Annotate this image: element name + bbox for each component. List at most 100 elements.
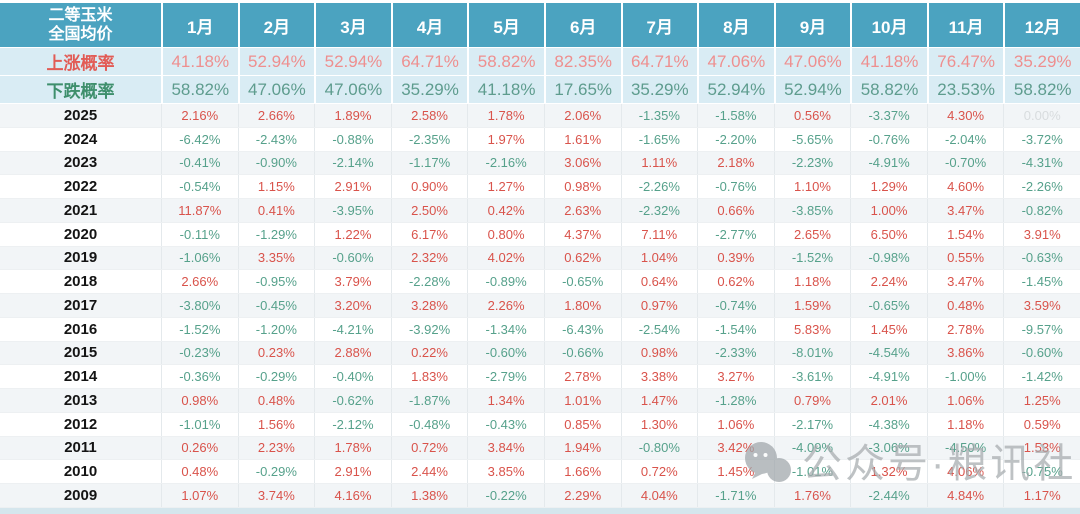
rise-probability-cell: 64.71% bbox=[392, 48, 468, 75]
month-header-cell: 1月 bbox=[163, 3, 238, 47]
fall-probability-cell: 35.29% bbox=[622, 76, 698, 103]
rise-probability-label: 上涨概率 bbox=[0, 48, 161, 75]
value-cell: 1.22% bbox=[314, 222, 391, 246]
rise-probability-cell: 52.94% bbox=[316, 48, 391, 75]
value-cell: -3.95% bbox=[314, 199, 391, 222]
rise-probability-cell: 47.06% bbox=[699, 48, 774, 75]
value-cell: 3.06% bbox=[543, 151, 621, 175]
value-cell: -2.04% bbox=[926, 127, 1004, 151]
value-cell: 1.10% bbox=[773, 175, 851, 198]
value-cell: -1.35% bbox=[620, 104, 698, 127]
value-cell: 0.48% bbox=[926, 294, 1004, 317]
value-cell: 0.41% bbox=[237, 199, 315, 222]
value-cell: -2.16% bbox=[467, 151, 544, 175]
value-cell: 2.78% bbox=[543, 365, 621, 388]
value-cell: 0.39% bbox=[697, 246, 774, 270]
value-cell: 2.91% bbox=[314, 460, 391, 483]
value-cell: -8.01% bbox=[773, 341, 851, 365]
value-cell: -0.45% bbox=[237, 294, 315, 317]
year-label: 2009 bbox=[0, 484, 161, 507]
value-cell: -0.60% bbox=[314, 246, 391, 270]
value-cell: 1.45% bbox=[850, 317, 927, 341]
table-row: 2021 11.87% 0.41% -3.95% 2.50% 0.42% 2.63% -2.3… bbox=[0, 199, 1080, 223]
value-cell: 4.37% bbox=[543, 222, 621, 246]
year-label: 2023 bbox=[0, 151, 161, 175]
fall-probability-cell: 47.06% bbox=[239, 76, 315, 103]
value-cell: -4.91% bbox=[850, 365, 927, 388]
table-header-row: 二等玉米 全国均价 1月 2月 3月 4月 5月 6月 7月 8月 9月 10月 11月 12月 bbox=[0, 3, 1080, 47]
value-cell: 0.23% bbox=[237, 341, 315, 365]
table-row: 2017 -3.80% -0.45% 3.20% 3.28% 2.26% 1.80% 0.97… bbox=[0, 294, 1080, 318]
value-cell: 0.59% bbox=[1003, 412, 1080, 436]
value-cell: 2.26% bbox=[467, 294, 544, 317]
value-cell: -0.60% bbox=[467, 341, 544, 365]
value-cell: 1.66% bbox=[543, 460, 621, 483]
year-label: 2014 bbox=[0, 365, 161, 388]
value-cell: -2.77% bbox=[697, 222, 774, 246]
fall-probability-row: 下跌概率 58.82% 47.06% 47.06% 35.29% 41.18% 17.65… bbox=[0, 76, 1080, 103]
value-cell: 0.26% bbox=[161, 436, 238, 460]
value-cell: 3.38% bbox=[620, 365, 698, 388]
value-cell: 3.91% bbox=[1003, 222, 1080, 246]
month-header-cell: 11月 bbox=[928, 3, 1004, 47]
month-header-cell: 12月 bbox=[1005, 3, 1080, 47]
value-cell: -6.42% bbox=[161, 127, 238, 151]
rise-probability-row: 上涨概率 41.18% 52.94% 52.94% 64.71% 58.82% 82.35… bbox=[0, 48, 1080, 75]
value-cell: -2.44% bbox=[850, 484, 927, 507]
value-cell: 0.97% bbox=[620, 294, 698, 317]
value-cell: -2.43% bbox=[237, 127, 315, 151]
value-cell: -0.36% bbox=[161, 365, 238, 388]
year-label: 2022 bbox=[0, 175, 161, 198]
value-cell: 2.65% bbox=[773, 222, 851, 246]
year-rows: 2025 2.16% 2.66% 1.89% 2.58% 1.78% 2.06% -1.35%… bbox=[0, 104, 1080, 508]
value-cell: -0.62% bbox=[314, 389, 391, 412]
value-cell: -3.06% bbox=[850, 436, 927, 460]
value-cell: 0.55% bbox=[926, 246, 1004, 270]
value-cell: -1.54% bbox=[697, 317, 774, 341]
value-cell: 1.17% bbox=[1003, 484, 1080, 507]
value-cell: -1.20% bbox=[237, 317, 315, 341]
value-cell: 0.85% bbox=[543, 412, 621, 436]
month-header-cell: 6月 bbox=[545, 3, 621, 47]
value-cell: 0.80% bbox=[467, 222, 544, 246]
table-row: 2016 -1.52% -1.20% -4.21% -3.92% -1.34% -6.43%… bbox=[0, 317, 1080, 342]
value-cell: 4.30% bbox=[926, 104, 1004, 127]
value-cell: 1.78% bbox=[314, 436, 391, 460]
value-cell: -2.54% bbox=[620, 317, 698, 341]
value-cell: 1.06% bbox=[926, 389, 1004, 412]
value-cell: -3.37% bbox=[850, 104, 927, 127]
value-cell: 0.66% bbox=[697, 199, 774, 222]
rise-probability-cell: 47.06% bbox=[775, 48, 851, 75]
value-cell: 3.86% bbox=[926, 341, 1004, 365]
fall-probability-cell: 17.65% bbox=[545, 76, 621, 103]
value-cell: 4.02% bbox=[467, 246, 544, 270]
value-cell: 1.30% bbox=[620, 412, 698, 436]
value-cell: 2.66% bbox=[161, 270, 238, 293]
value-cell: 3.42% bbox=[697, 436, 774, 460]
value-cell: -1.87% bbox=[390, 389, 468, 412]
month-header-cell: 2月 bbox=[239, 3, 315, 47]
year-label: 2011 bbox=[0, 436, 161, 460]
value-cell: -0.75% bbox=[1003, 460, 1080, 483]
table-row: 2023 -0.41% -0.90% -2.14% -1.17% -2.16% 3.06% 1… bbox=[0, 151, 1080, 176]
value-cell: -2.79% bbox=[467, 365, 544, 388]
value-cell: 3.74% bbox=[237, 484, 315, 507]
value-cell: -0.76% bbox=[850, 127, 927, 151]
value-cell: -2.14% bbox=[314, 151, 391, 175]
value-cell: -0.90% bbox=[237, 151, 315, 175]
bottom-divider-strip bbox=[0, 507, 1080, 514]
value-cell: 0.79% bbox=[773, 389, 851, 412]
value-cell: -1.01% bbox=[161, 412, 238, 436]
value-cell: -2.26% bbox=[1003, 175, 1080, 198]
value-cell: -0.70% bbox=[926, 151, 1004, 175]
value-cell: -1.29% bbox=[237, 222, 315, 246]
value-cell: 3.84% bbox=[467, 436, 544, 460]
value-cell: 6.50% bbox=[850, 222, 927, 246]
year-label: 2024 bbox=[0, 127, 161, 151]
value-cell: 0.62% bbox=[543, 246, 621, 270]
corner-label-line2: 全国均价 bbox=[48, 26, 113, 43]
value-cell: -9.57% bbox=[1003, 317, 1080, 341]
value-cell: 2.16% bbox=[161, 104, 238, 127]
year-label: 2021 bbox=[0, 199, 161, 222]
